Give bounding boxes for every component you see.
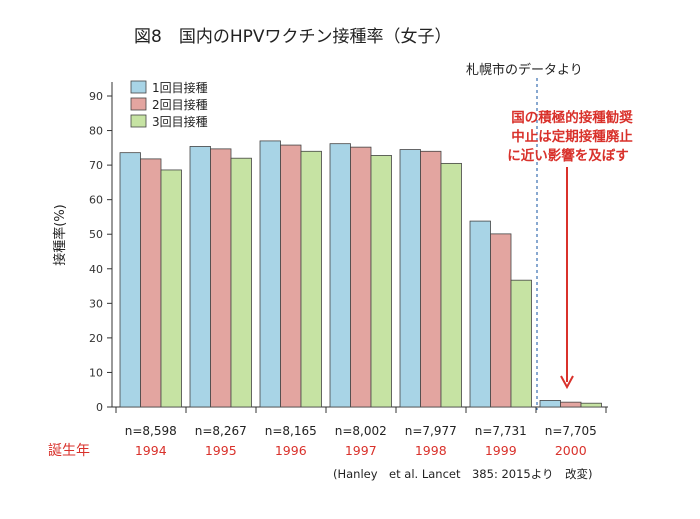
source-note: 札幌市のデータより (466, 62, 583, 78)
y-tick-label: 40 (89, 263, 103, 276)
x-axis-labels: n=8,598 1994 n=8,267 1995 n=8,165 1996 n=8,002… (125, 424, 597, 458)
legend: 1回目接種 2回目接種 3回目接種 (130, 80, 208, 129)
y-tick-label: 20 (89, 332, 103, 345)
chart-title: 図8 国内のHPVワクチン接種率（女子） (134, 27, 451, 47)
birth-year-label: 1998 (415, 443, 447, 458)
bar (420, 150, 442, 408)
annotation-arrowhead (560, 375, 574, 390)
citation: (Hanley et al. Lancet 385: 2015より 改変) (333, 467, 593, 481)
bar (280, 144, 302, 408)
annotation-line-2: 中止は定期接種廃止 (511, 128, 633, 145)
bar (189, 146, 211, 408)
bar (469, 220, 491, 408)
y-tick-label: 30 (89, 297, 103, 310)
axes: 0 10 20 30 40 50 60 70 80 90 (89, 82, 608, 414)
legend-label: 1回目接種 (152, 80, 208, 95)
bar (300, 150, 322, 408)
row-label: 誕生年 (48, 443, 90, 459)
legend-swatch (130, 114, 147, 128)
y-tick-label: 0 (96, 401, 103, 414)
bar (370, 155, 392, 408)
y-tick-label: 60 (89, 194, 103, 207)
bar-series (115, 140, 607, 413)
bar (329, 143, 351, 408)
bar (580, 402, 602, 408)
sample-size-label: n=8,002 (335, 424, 387, 438)
y-tick-label: 50 (89, 228, 103, 241)
sample-size-label: n=8,165 (265, 424, 317, 438)
bar (119, 152, 141, 408)
annotation-line-1: 国の積極的接種勧奨 (511, 109, 633, 126)
birth-year-label: 2000 (555, 443, 587, 458)
y-tick-label: 10 (89, 366, 103, 379)
bar (490, 233, 512, 408)
legend-swatch (130, 97, 147, 111)
sample-size-label: n=8,267 (195, 424, 247, 438)
bar (230, 157, 252, 408)
birth-year-label: 1995 (205, 443, 237, 458)
sample-size-label: n=7,977 (405, 424, 457, 438)
birth-year-label: 1999 (485, 443, 517, 458)
annotation-line-3: に近い影響を及ぼす (507, 147, 629, 164)
birth-year-label: 1996 (275, 443, 307, 458)
bar (140, 158, 162, 408)
legend-label: 3回目接種 (152, 114, 208, 129)
y-tick-label: 90 (89, 90, 103, 103)
legend-swatch (130, 80, 147, 94)
bar (350, 146, 372, 408)
sample-size-label: n=7,731 (475, 424, 527, 438)
y-tick-label: 70 (89, 159, 103, 172)
sample-size-label: n=8,598 (125, 424, 177, 438)
y-axis-label: 接種率(%) (52, 204, 68, 266)
bar (399, 149, 421, 408)
bar (440, 162, 462, 408)
birth-year-label: 1994 (135, 443, 167, 458)
bar (210, 148, 232, 408)
bar (560, 401, 582, 408)
y-tick-label: 80 (89, 125, 103, 138)
bar (510, 279, 532, 408)
legend-label: 2回目接種 (152, 97, 208, 112)
annotation: 国の積極的接種勧奨 中止は定期接種廃止 に近い影響を及ぼす (507, 109, 633, 164)
bar (160, 169, 182, 408)
birth-year-label: 1997 (345, 443, 377, 458)
bar (259, 140, 281, 408)
sample-size-label: n=7,705 (545, 424, 597, 438)
bar (539, 400, 561, 408)
